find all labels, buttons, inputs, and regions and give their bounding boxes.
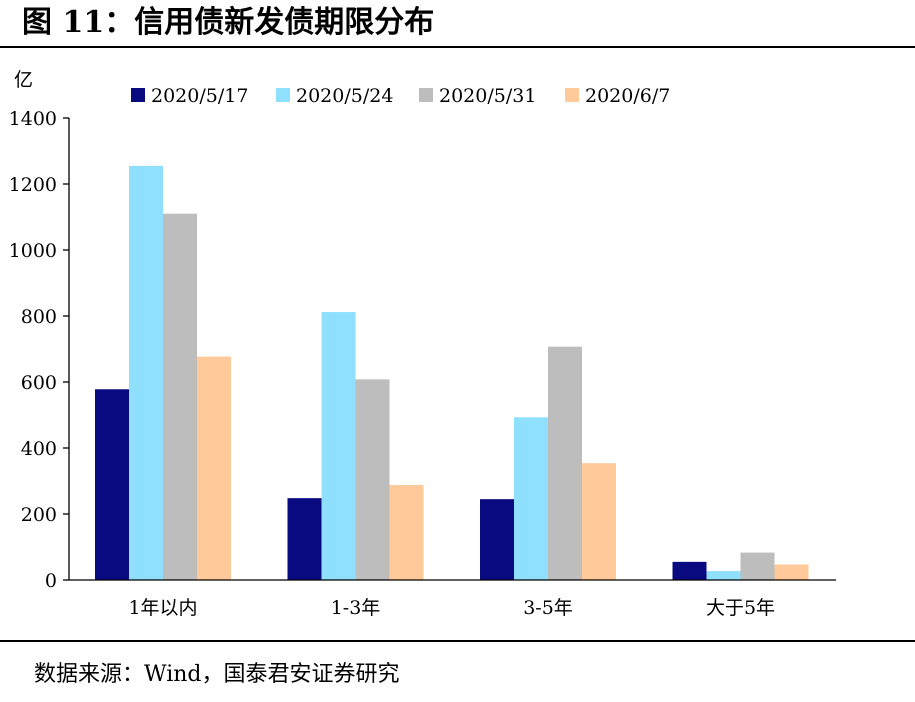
- legend-swatch-0: [131, 88, 145, 102]
- top-rule: [0, 46, 915, 48]
- y-tick-label-1: 200: [21, 504, 57, 526]
- bar-0-2: [163, 213, 197, 580]
- y-tick-label-7: 1400: [9, 108, 57, 130]
- y-tick-label-4: 800: [21, 306, 57, 328]
- y-tick-label-6: 1200: [9, 174, 57, 196]
- bar-2-1: [514, 417, 548, 580]
- bar-0-3: [197, 356, 231, 580]
- bar-1-3: [389, 484, 424, 580]
- source-note: 数据来源：Wind，国泰君安证券研究: [34, 662, 400, 687]
- bar-2-0: [480, 499, 514, 580]
- bar-1-2: [355, 379, 390, 580]
- x-tick-label-0: 1年以内: [128, 597, 197, 619]
- y-tick-label-0: 0: [45, 570, 57, 592]
- legend-swatch-3: [565, 88, 579, 102]
- bottom-rule: [0, 640, 915, 642]
- figure-title: 图 11：信用债新发债期限分布: [22, 5, 435, 40]
- x-tick-label-2: 3-5年: [523, 597, 573, 619]
- bar-1-0: [287, 498, 322, 580]
- bar-0-1: [129, 165, 163, 580]
- x-axis: 1年以内 1-3年 3-5年 大于5年: [69, 579, 836, 619]
- bar-3-2: [740, 552, 775, 580]
- legend-label-0: 2020/5/17: [151, 85, 248, 107]
- bar-3-3: [774, 564, 809, 580]
- bar-chart: 2020/5/17 2020/5/24 2020/5/31 2020/6/7 亿 0 2…: [9, 69, 836, 619]
- y-tick-label-5: 1000: [9, 240, 57, 262]
- legend-swatch-2: [419, 88, 433, 102]
- x-tick-label-3: 大于5年: [706, 597, 775, 619]
- legend: 2020/5/17 2020/5/24 2020/5/31 2020/6/7: [131, 85, 670, 107]
- y-tick-label-3: 600: [21, 372, 57, 394]
- bar-2-2: [548, 346, 582, 580]
- y-axis-label: 亿: [14, 69, 33, 91]
- bar-3-1: [706, 571, 741, 580]
- legend-label-3: 2020/6/7: [585, 85, 670, 107]
- y-tick-label-2: 400: [21, 438, 57, 460]
- x-tick-label-1: 1-3年: [331, 597, 381, 619]
- bars: [95, 165, 809, 580]
- bar-3-0: [672, 561, 707, 580]
- bar-2-3: [582, 463, 616, 580]
- bar-1-1: [321, 312, 356, 580]
- y-axis: 0 200 400 600 800 1000 1200 1400: [9, 108, 70, 592]
- bar-0-0: [95, 389, 129, 580]
- legend-label-1: 2020/5/24: [296, 85, 393, 107]
- legend-swatch-1: [276, 88, 290, 102]
- legend-label-2: 2020/5/31: [439, 85, 536, 107]
